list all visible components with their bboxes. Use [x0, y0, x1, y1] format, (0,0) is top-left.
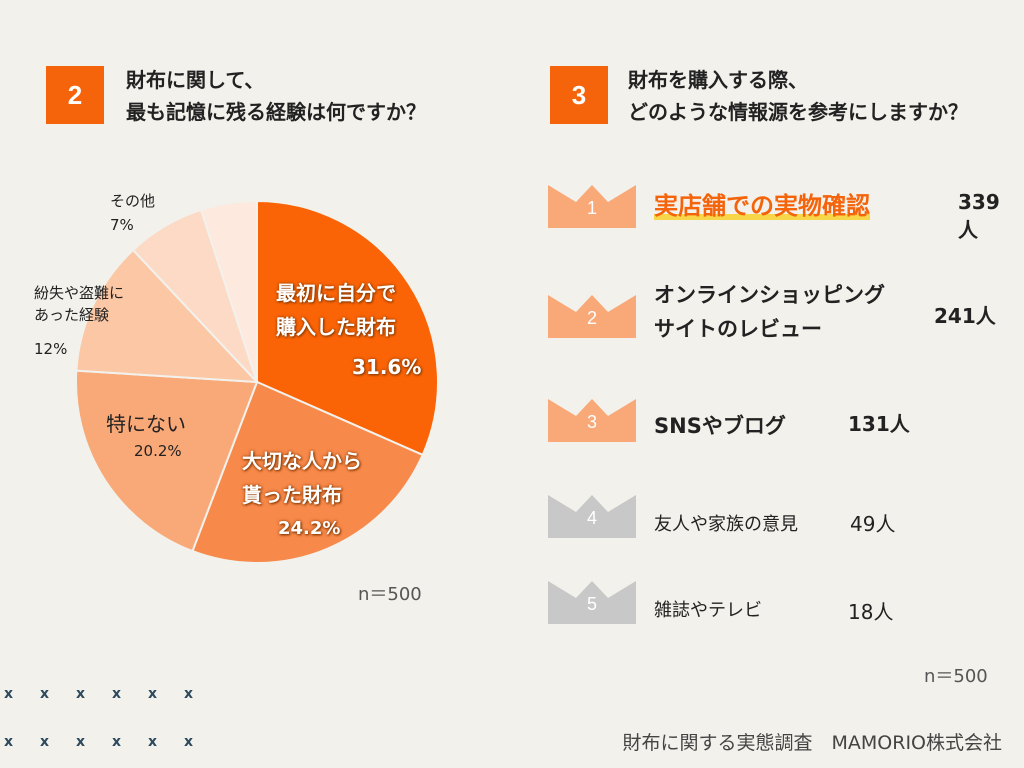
crown-icon [548, 399, 636, 442]
slice-value-first-purchase: 31.6% [352, 355, 422, 379]
pie-slice-4 [75, 248, 260, 384]
rank-label: 友人や家族の意見 [654, 514, 798, 535]
pie-sample-size: n＝500 [358, 584, 422, 605]
slice-value-lost: 12% [34, 340, 68, 358]
crown-shape [548, 295, 636, 338]
ranking-sample-size: n＝500 [924, 666, 988, 687]
x-mark: x [4, 734, 14, 750]
rank-label: 実店舗での実物確認 [654, 186, 870, 221]
x-mark: x [76, 734, 86, 750]
slice-label-other: その他 [110, 192, 156, 210]
rank-count: 18人 [848, 600, 894, 624]
rank-number: 5 [586, 594, 597, 614]
crown-icon [548, 495, 636, 538]
question-2-title: 財布に関して、 最も記憶に残る経験は何ですか？ [126, 68, 426, 124]
footer-credit: 財布に関する実態調査 MAMORIO株式会社 [622, 732, 1003, 754]
pie-slice-3 [75, 369, 259, 553]
slice-label-first-purchase: 最初に自分で 購入した財布 [276, 281, 396, 339]
crown-shape [548, 399, 636, 442]
slice-value-other: 7% [110, 216, 134, 234]
x-mark: x [40, 734, 50, 750]
crown-icon [548, 295, 636, 338]
slice-label-lost: 紛失や盗難に あった経験 [34, 284, 125, 324]
question-3-number: 3 [550, 66, 608, 124]
crown-shape [548, 495, 636, 538]
crown-shape [548, 581, 636, 624]
x-mark: x [112, 686, 122, 702]
crown-icon [548, 581, 636, 624]
rank-number: 1 [586, 198, 597, 218]
slice-value-gift: 24.2% [278, 518, 341, 539]
rank-label-text: 実店舗での実物確認 [654, 192, 870, 220]
rank-label: SNSやブログ [654, 414, 786, 438]
crown-icon [548, 185, 636, 228]
rank-row-5: 5 雑誌やテレビ 18人 [548, 578, 1008, 624]
rank-count: 339人 [958, 190, 1000, 242]
pie-slice-6 [199, 199, 258, 383]
question-2-number: 2 [46, 66, 104, 124]
pie-slice-1 [256, 199, 439, 457]
x-mark: x [148, 734, 158, 750]
rank-count: 131人 [848, 412, 910, 436]
x-mark: x [40, 686, 50, 702]
rank-number: 2 [586, 308, 597, 328]
rank-number: 4 [586, 508, 597, 528]
slice-label-gift: 大切な人から 貰った財布 [242, 449, 362, 507]
x-mark: x [76, 686, 86, 702]
x-mark: x [148, 686, 158, 702]
rank-row-1: 1 実店舗での実物確認 339人 [548, 182, 1008, 242]
rank-count: 241人 [934, 304, 996, 328]
rank-row-4: 4 友人や家族の意見 49人 [548, 492, 1008, 538]
rank-row-2: 2 オンラインショッピング サイトのレビュー 241人 [548, 283, 1008, 341]
crown-shape [548, 185, 636, 228]
pie-chart [75, 199, 439, 565]
pie-slice-2 [191, 380, 424, 565]
x-mark: x [4, 686, 14, 702]
x-mark: x [184, 686, 194, 702]
x-mark: x [184, 734, 194, 750]
rank-label: オンラインショッピング サイトのレビュー [654, 283, 885, 341]
slice-label-none: 特にない [106, 412, 186, 436]
rank-number: 3 [586, 412, 597, 432]
slice-value-none: 20.2% [134, 442, 182, 460]
rank-count: 49人 [850, 512, 896, 536]
rank-label: 雑誌やテレビ [654, 600, 762, 621]
question-3-title: 財布を購入する際、 どのような情報源を参考にしますか？ [628, 68, 968, 124]
x-mark: x [112, 734, 122, 750]
rank-row-3: 3 SNSやブログ 131人 [548, 396, 1008, 442]
